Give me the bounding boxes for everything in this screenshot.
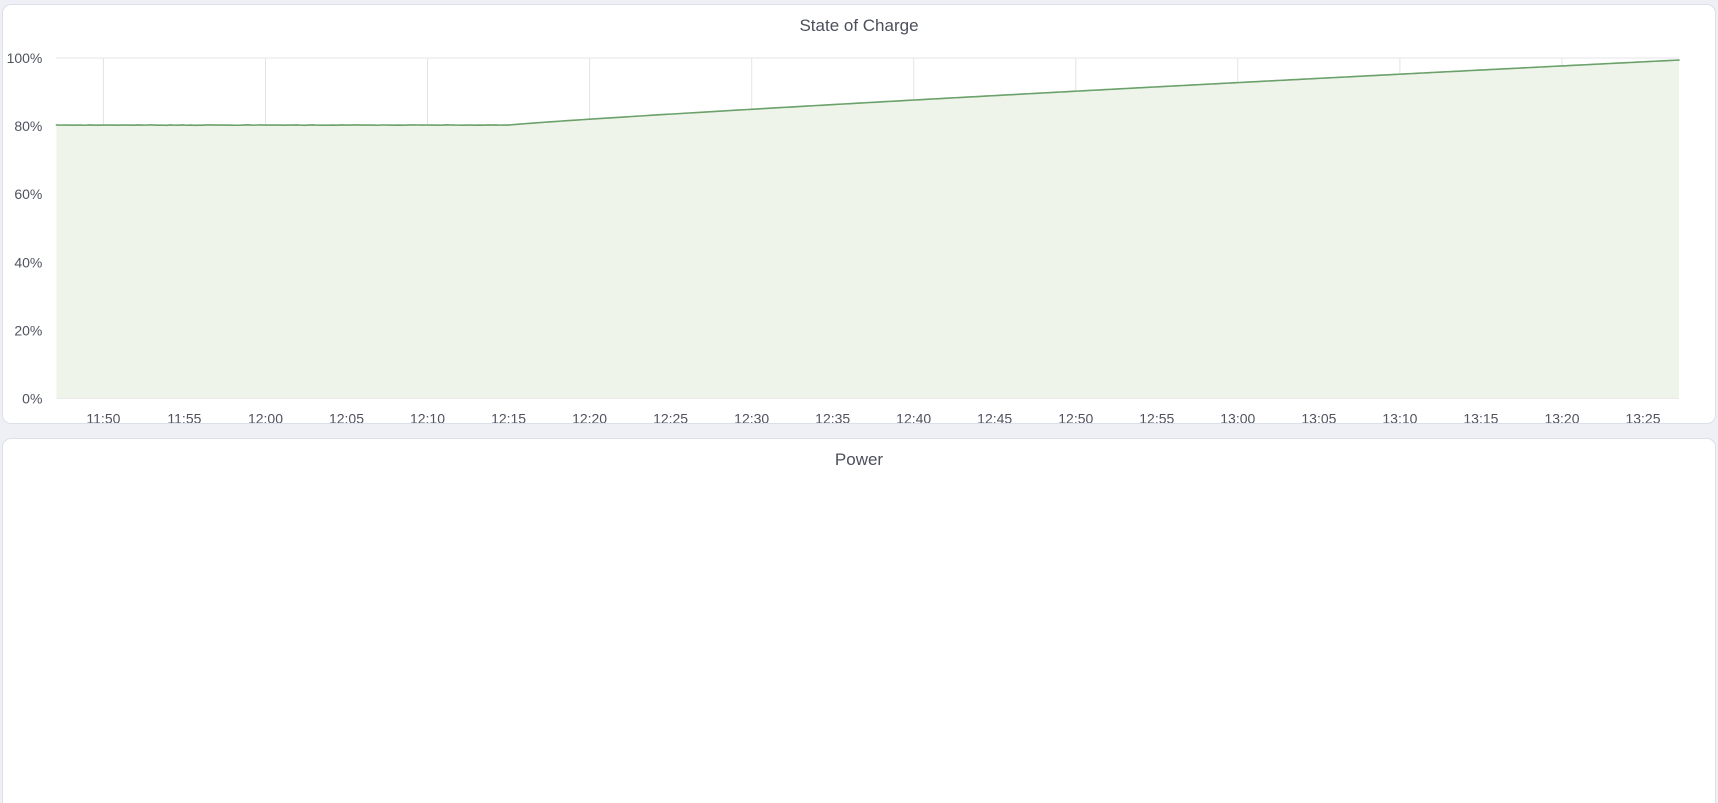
svg-text:13:10: 13:10 (1382, 411, 1417, 425)
svg-text:12:55: 12:55 (1139, 411, 1174, 425)
svg-text:80%: 80% (14, 118, 42, 134)
svg-text:0%: 0% (22, 391, 42, 407)
svg-text:13:25: 13:25 (1625, 411, 1660, 425)
svg-text:12:00: 12:00 (248, 411, 283, 425)
svg-text:12:50: 12:50 (1058, 411, 1093, 425)
svg-text:11:55: 11:55 (167, 411, 201, 425)
svg-text:12:15: 12:15 (491, 411, 526, 425)
svg-text:13:05: 13:05 (1301, 411, 1336, 425)
svg-text:40%: 40% (14, 254, 42, 270)
svg-text:12:45: 12:45 (977, 411, 1012, 425)
svg-text:12:10: 12:10 (410, 411, 445, 425)
svg-text:13:00: 13:00 (1220, 411, 1255, 425)
svg-text:12:25: 12:25 (653, 411, 688, 425)
svg-text:12:30: 12:30 (734, 411, 769, 425)
svg-text:11:50: 11:50 (86, 411, 120, 425)
svg-text:100%: 100% (7, 50, 43, 66)
svg-text:60%: 60% (14, 186, 42, 202)
svg-text:12:35: 12:35 (815, 411, 850, 425)
svg-text:12:05: 12:05 (329, 411, 364, 425)
svg-text:13:15: 13:15 (1463, 411, 1498, 425)
svg-text:13:20: 13:20 (1544, 411, 1579, 425)
svg-text:20%: 20% (14, 322, 42, 338)
svg-text:12:20: 12:20 (572, 411, 607, 425)
svg-text:12:40: 12:40 (896, 411, 931, 425)
